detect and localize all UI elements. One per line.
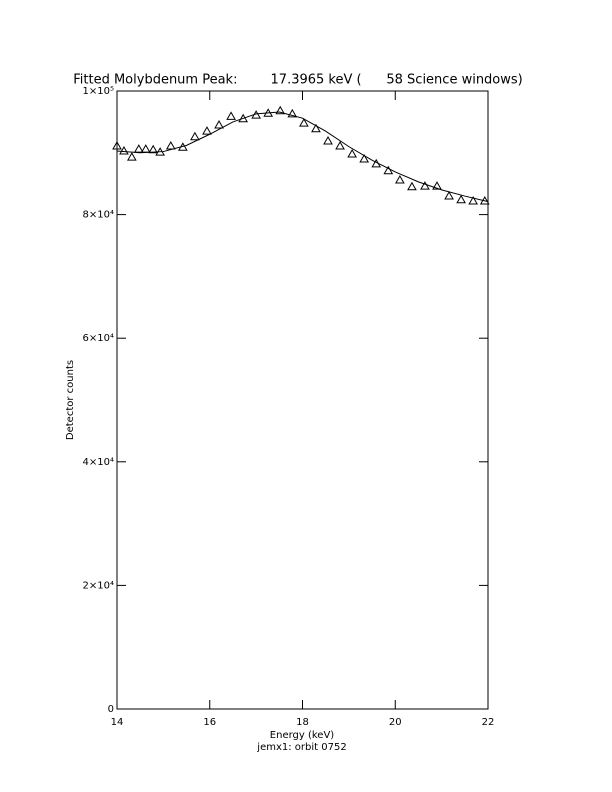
data-point (165, 140, 176, 150)
data-point (456, 194, 466, 204)
data-point (287, 108, 298, 118)
y-tick-label: 1×10⁵ (83, 86, 114, 97)
x-tick-label: 14 (111, 717, 124, 728)
data-point (432, 181, 442, 190)
data-point (190, 131, 200, 141)
y-tick-label: 8×10⁴ (83, 210, 114, 221)
subtitle: jemx1: orbit 0752 (256, 742, 346, 753)
x-axis-label: Energy (keV) (270, 730, 335, 741)
data-point (140, 144, 151, 153)
data-point (395, 174, 405, 184)
y-tick-label: 6×10⁴ (83, 333, 114, 344)
data-point (202, 126, 212, 135)
data-point (335, 140, 345, 150)
chart-title: Fitted Molybdenum Peak: 17.3965 keV ( 58… (73, 73, 523, 88)
data-point (133, 144, 144, 153)
plot-frame (116, 90, 489, 710)
data-point (420, 181, 430, 190)
data-point (238, 113, 249, 123)
data-point (407, 181, 417, 191)
data-point (347, 149, 357, 158)
x-tick-label: 20 (389, 717, 402, 728)
x-tick-label: 22 (482, 717, 495, 728)
x-tick-label: 16 (203, 717, 216, 728)
data-point (299, 118, 309, 127)
data-point (383, 165, 394, 175)
data-point (311, 123, 321, 133)
data-point (359, 153, 370, 163)
data-point (126, 152, 137, 161)
y-tick-label: 2×10⁴ (83, 580, 114, 591)
data-point (444, 191, 454, 200)
data-point (119, 145, 129, 155)
data-point (112, 140, 122, 150)
data-point (214, 119, 224, 129)
y-tick-label: 0 (108, 704, 114, 715)
data-point (323, 136, 333, 145)
y-axis-label: Detector counts (65, 360, 76, 440)
data-point (275, 105, 286, 115)
x-tick-label: 18 (296, 717, 309, 728)
data-point (468, 195, 479, 205)
data-point (148, 144, 159, 154)
fit-line (116, 111, 489, 203)
y-tick-label: 4×10⁴ (83, 457, 114, 468)
data-point (226, 111, 236, 120)
